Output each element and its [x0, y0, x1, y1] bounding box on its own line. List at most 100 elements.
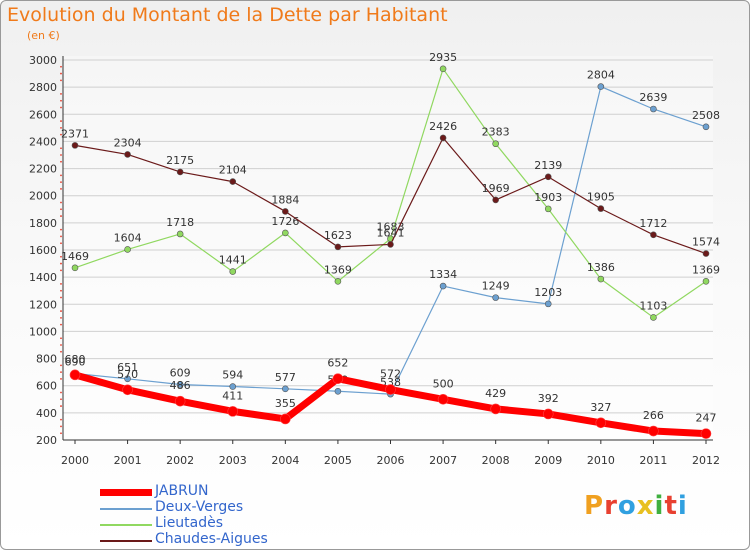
y-minor-tick: [60, 262, 62, 265]
y-minor-tick: [60, 65, 62, 68]
y-minor-tick: [60, 228, 62, 231]
y-tick-label: 800: [36, 353, 57, 366]
data-point: [124, 375, 131, 383]
data-point: [387, 241, 394, 248]
y-tick-label: 600: [36, 380, 57, 393]
data-label: 411: [222, 389, 243, 402]
y-minor-tick: [60, 425, 62, 428]
data-label: 690: [65, 356, 86, 369]
y-tick-label: 200: [36, 434, 57, 447]
data-label: 486: [170, 379, 191, 392]
y-minor-tick: [60, 337, 62, 340]
y-minor-tick: [60, 201, 62, 204]
legend-item: JABRUN: [100, 483, 320, 500]
y-minor-tick: [60, 99, 62, 102]
y-minor-tick: [60, 93, 62, 95]
data-label: 1969: [482, 182, 510, 195]
x-tick-label: 2011: [639, 454, 667, 467]
y-minor-tick: [60, 378, 62, 380]
chart-subtitle: (en €): [27, 29, 60, 42]
y-minor-tick: [60, 208, 62, 211]
legend-item: Chaudes-Aigues: [100, 531, 320, 548]
data-label: 570: [117, 368, 138, 381]
data-label: 2508: [692, 109, 720, 122]
data-label: 652: [327, 357, 348, 370]
y-minor-tick: [60, 296, 62, 299]
data-label: 1369: [324, 263, 352, 276]
x-tick-label: 2002: [166, 454, 194, 467]
data-label: 2104: [219, 164, 247, 177]
y-minor-tick: [60, 154, 62, 156]
data-point: [334, 387, 342, 395]
chart-title: Evolution du Montant de la Dette par Hab…: [7, 4, 448, 26]
y-minor-tick: [60, 133, 62, 136]
x-tick-label: 2009: [534, 454, 562, 467]
data-point: [439, 65, 447, 73]
data-point: [439, 134, 447, 142]
data-label: 500: [433, 377, 454, 390]
data-point: [176, 230, 184, 238]
data-label: 577: [275, 371, 296, 384]
x-tick-label: 2001: [114, 454, 142, 467]
data-label: 1574: [692, 236, 720, 249]
data-point: [492, 140, 499, 148]
data-point: [282, 208, 289, 215]
x-tick-label: 2003: [219, 454, 247, 467]
y-tick-label: 3000: [29, 54, 57, 67]
data-point: [544, 205, 552, 213]
y-minor-tick: [60, 188, 62, 190]
y-minor-tick: [60, 364, 62, 367]
data-label: 594: [222, 369, 243, 382]
data-label: 1905: [587, 191, 615, 204]
data-label: 1386: [587, 261, 615, 274]
data-point: [124, 246, 131, 253]
legend-item: Lieutadès: [100, 515, 320, 532]
y-tick-label: 2800: [29, 81, 57, 94]
data-point: [650, 105, 657, 113]
x-tick-label: 2005: [324, 454, 352, 467]
data-label: 651: [117, 361, 138, 374]
y-tick-label: 2400: [29, 135, 57, 148]
data-point: [650, 231, 657, 239]
logo-letter: t: [664, 491, 678, 521]
data-point: [174, 395, 186, 407]
legend-swatch: [100, 524, 152, 526]
legend-label: Lieutadès: [155, 515, 224, 531]
data-label: 2383: [482, 126, 510, 139]
data-point: [702, 250, 710, 257]
y-minor-tick: [60, 418, 62, 421]
data-point: [124, 151, 131, 158]
legend-label: Chaudes-Aigues: [155, 531, 268, 547]
data-label: 355: [275, 397, 296, 410]
data-point: [700, 428, 712, 439]
data-label: 1623: [324, 229, 352, 242]
logo-letter: P: [584, 491, 605, 521]
data-point: [597, 205, 605, 212]
data-point: [282, 229, 289, 237]
y-minor-tick: [60, 289, 62, 292]
data-point: [334, 243, 342, 251]
x-tick-label: 2010: [587, 454, 615, 467]
data-point: [229, 178, 237, 185]
data-point: [597, 83, 605, 90]
data-point: [71, 264, 79, 272]
data-label: 1441: [219, 254, 247, 267]
y-minor-tick: [60, 391, 62, 394]
y-minor-tick: [60, 120, 62, 122]
data-label: 2304: [114, 136, 142, 149]
data-label: 1103: [639, 299, 667, 312]
logo-letter: i: [654, 491, 665, 521]
data-point: [122, 384, 133, 396]
data-point: [282, 385, 289, 393]
data-point: [229, 268, 237, 275]
data-label: 2371: [61, 127, 89, 140]
data-point: [334, 278, 342, 285]
data-label: 2639: [639, 91, 667, 104]
data-point: [702, 278, 710, 285]
plot-area: [63, 56, 713, 440]
y-tick-label: 2600: [29, 108, 57, 121]
y-minor-tick: [60, 242, 62, 245]
y-minor-tick: [60, 181, 62, 184]
legend-label: JABRUN: [155, 483, 209, 499]
y-tick-label: 1200: [29, 298, 57, 311]
